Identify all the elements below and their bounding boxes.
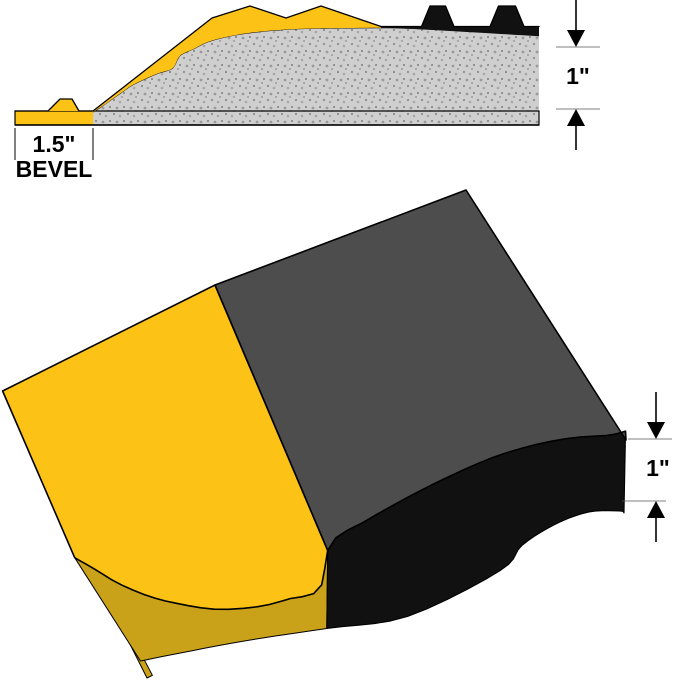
- svg-text:BEVEL: BEVEL: [16, 156, 93, 182]
- svg-text:1.5": 1.5": [33, 131, 76, 157]
- svg-text:1": 1": [566, 63, 590, 89]
- svg-text:1": 1": [646, 455, 670, 481]
